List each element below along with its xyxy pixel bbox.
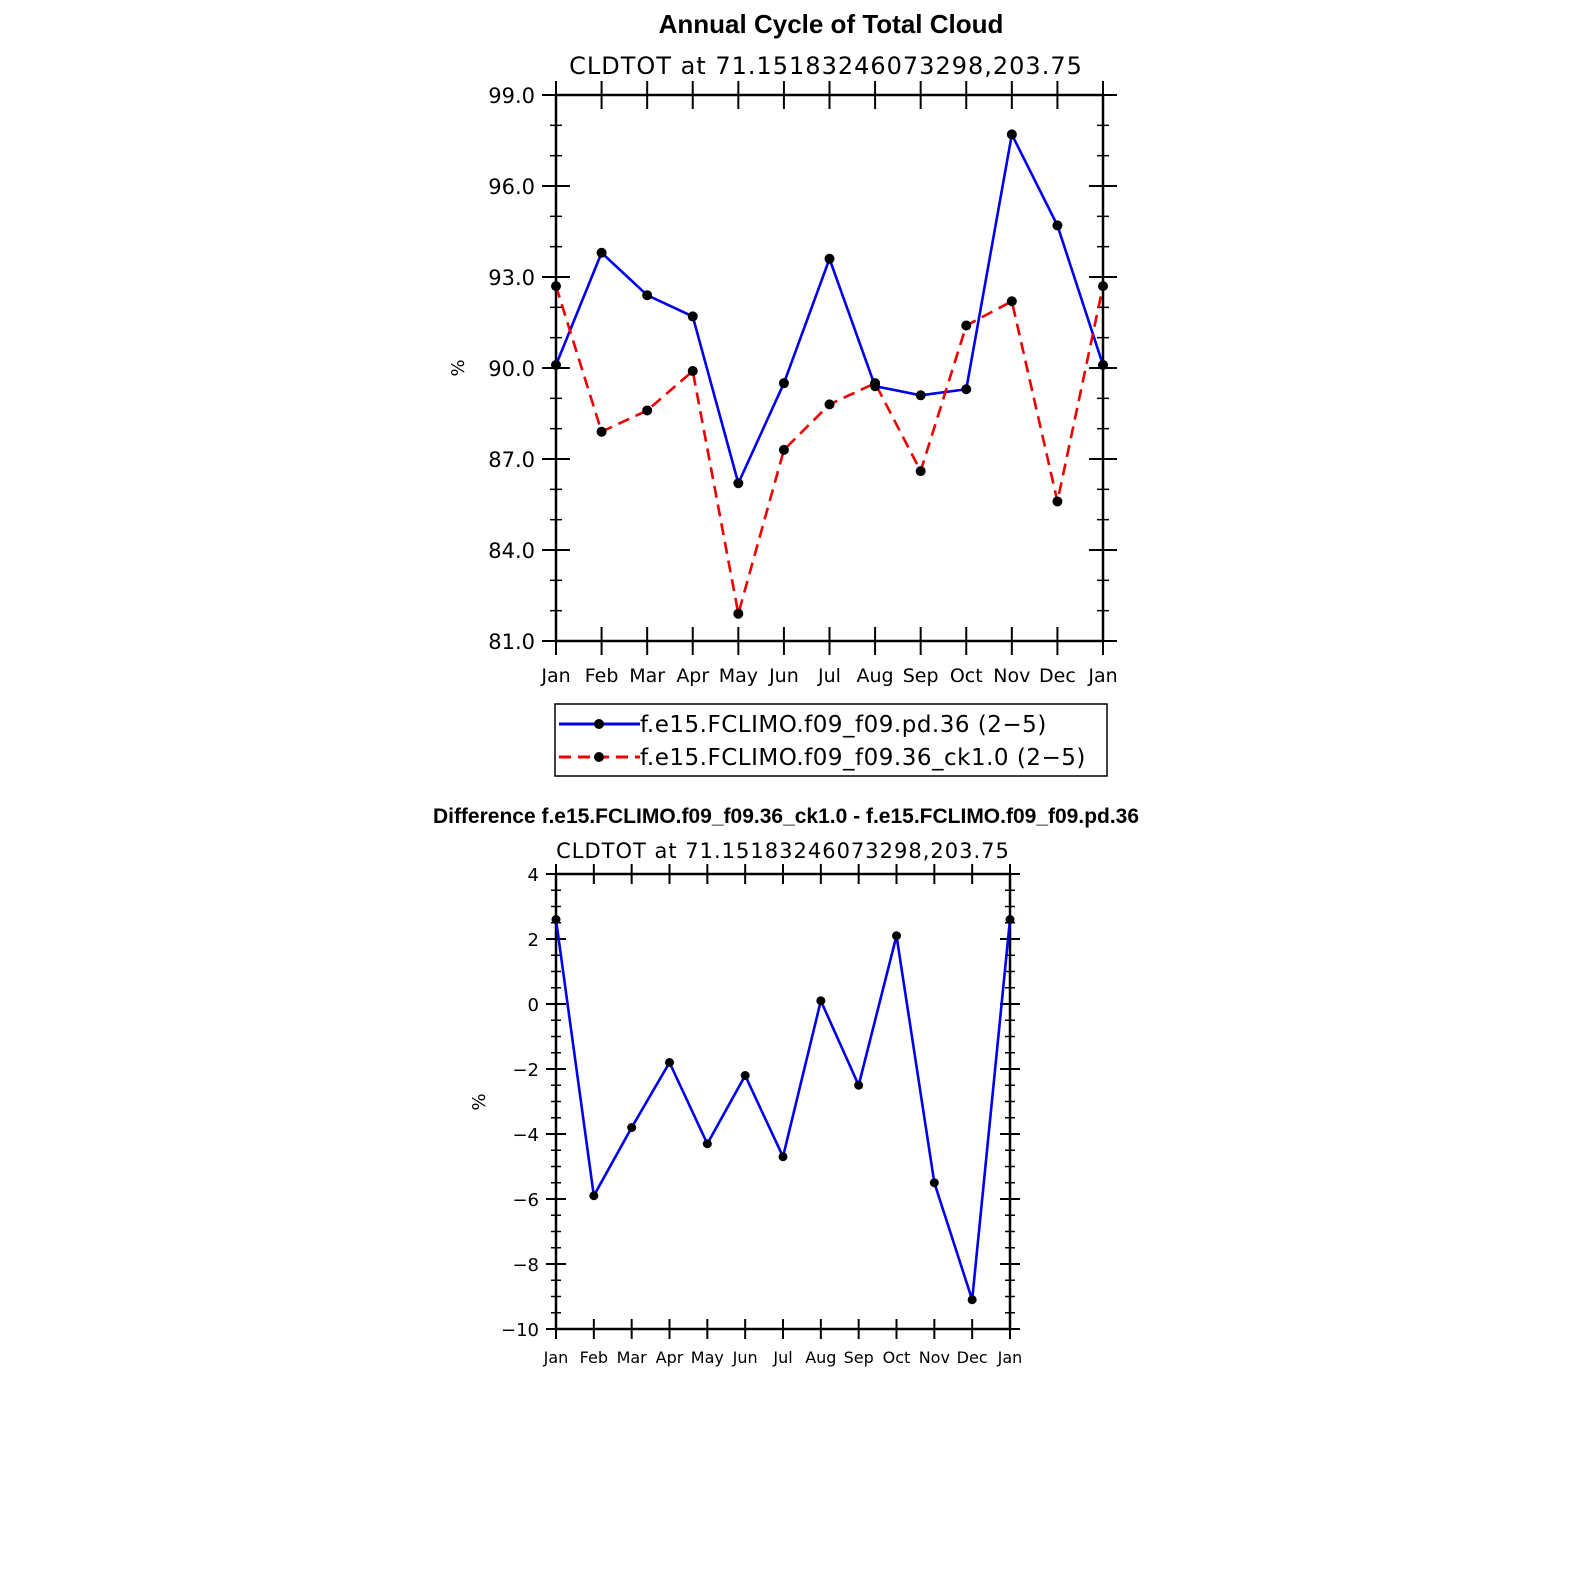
series-1-marker — [589, 1191, 599, 1201]
chart1-plot-frame — [554, 93, 1105, 643]
series-1-marker — [854, 1080, 864, 1090]
x-tick-label: Feb — [580, 1348, 608, 1367]
x-tick-label: May — [719, 665, 758, 687]
chart2-title: Difference f.e15.FCLIMO.f09_f09.36_ck1.0… — [433, 805, 1139, 828]
series-1-marker — [1006, 129, 1017, 140]
x-tick-label: Sep — [844, 1348, 874, 1367]
series-1-marker — [665, 1058, 674, 1067]
x-tick-label: Oct — [950, 665, 983, 687]
x-tick-label: Jul — [817, 665, 841, 687]
series-line-2 — [554, 285, 1105, 616]
series-1-marker — [892, 931, 901, 941]
chart2-y-axis-label: % — [469, 1093, 490, 1110]
y-tick-label: 2 — [528, 930, 539, 951]
series-1-marker — [816, 996, 826, 1006]
series-1-marker — [1098, 359, 1108, 370]
x-tick-label: Nov — [919, 1348, 950, 1367]
series-2-marker — [1052, 496, 1063, 507]
legend-marker-series-1 — [594, 719, 604, 729]
series-1-marker — [596, 247, 607, 258]
series-1-marker — [551, 915, 561, 924]
chart2-subtitle: CLDTOT at 71.15183246073298,203.75 — [556, 839, 1010, 863]
series-2-marker — [642, 405, 653, 416]
x-tick-label: Feb — [585, 665, 619, 687]
chart1-subtitle: CLDTOT at 71.15183246073298,203.75 — [569, 52, 1083, 80]
chart2-plot-frame — [554, 872, 1012, 1331]
y-tick-label: 87.0 — [488, 448, 535, 472]
y-tick-label: 81.0 — [488, 630, 535, 654]
x-tick-label: Jan — [1087, 665, 1117, 687]
series-2-marker — [733, 608, 744, 619]
legend-label-series-2: f.e15.FCLIMO.f09_f09.36_ck1.0 (2−5) — [640, 745, 1086, 771]
series-1-marker — [915, 390, 926, 401]
series-1-marker — [687, 311, 698, 322]
y-tick-label: −10 — [501, 1320, 539, 1341]
x-tick-label: Sep — [903, 665, 939, 687]
series-line-1 — [554, 919, 1012, 1302]
series-1-marker — [967, 1295, 977, 1305]
series-2-marker — [1098, 281, 1108, 292]
series-2-marker — [596, 426, 607, 437]
series-1-marker — [961, 384, 972, 395]
x-tick-label: Jan — [540, 665, 570, 687]
x-tick-label: May — [691, 1348, 724, 1367]
y-tick-label: 0 — [528, 995, 539, 1016]
series-2-marker — [961, 320, 972, 331]
chart1-title: Annual Cycle of Total Cloud — [659, 9, 1004, 39]
x-tick-label: Jun — [768, 665, 799, 687]
y-tick-label: −4 — [512, 1125, 539, 1146]
series-2-marker — [915, 466, 926, 477]
x-tick-label: Jun — [732, 1348, 758, 1367]
y-tick-label: 4 — [528, 865, 539, 886]
series-1-marker — [733, 478, 744, 489]
x-tick-label: Dec — [1039, 665, 1076, 687]
series-1-marker — [642, 290, 653, 301]
series-2-marker — [778, 444, 789, 455]
series-1-marker — [929, 1178, 939, 1188]
x-tick-label: Nov — [993, 665, 1030, 687]
series-2-marker — [1006, 296, 1017, 307]
chart1-y-axis-label: % — [448, 359, 469, 376]
x-tick-label: Aug — [805, 1348, 836, 1367]
series-2-marker — [824, 399, 835, 410]
series-1-marker — [551, 359, 561, 370]
legend-label-series-1: f.e15.FCLIMO.f09_f09.pd.36 (2−5) — [640, 712, 1047, 738]
series-1-marker — [778, 378, 789, 389]
x-tick-label: Jan — [997, 1348, 1023, 1367]
annual-cycle-chart: Annual Cycle of Total Cloud CLDTOT at 71… — [448, 9, 1118, 777]
x-tick-label: Apr — [676, 665, 709, 687]
y-tick-label: 93.0 — [488, 266, 535, 290]
series-2-marker — [870, 378, 881, 389]
series-1-marker — [824, 253, 835, 264]
x-tick-label: Aug — [857, 665, 894, 687]
x-tick-label: Jan — [543, 1348, 569, 1367]
series-1-marker — [702, 1139, 712, 1149]
series-1-marker — [740, 1071, 750, 1080]
x-tick-label: Dec — [957, 1348, 988, 1367]
x-tick-label: Mar — [629, 665, 665, 687]
y-tick-label: −2 — [512, 1060, 539, 1081]
y-tick-label: −6 — [512, 1190, 539, 1211]
x-tick-label: Jul — [772, 1348, 792, 1367]
x-tick-label: Oct — [883, 1348, 911, 1367]
x-tick-label: Apr — [656, 1348, 684, 1367]
y-tick-label: 90.0 — [488, 357, 535, 381]
series-2-marker — [687, 366, 698, 377]
series-line-1 — [554, 133, 1105, 485]
series-1-marker — [627, 1123, 637, 1132]
difference-chart: Difference f.e15.FCLIMO.f09_f09.36_ck1.0… — [433, 805, 1139, 1367]
legend-marker-series-2 — [594, 752, 604, 762]
series-1-marker — [1052, 220, 1063, 231]
y-tick-label: 99.0 — [488, 84, 535, 108]
chart1-legend: f.e15.FCLIMO.f09_f09.pd.36 (2−5) f.e15.F… — [554, 703, 1108, 777]
legend-box — [554, 703, 1108, 777]
series-1-marker — [778, 1152, 788, 1162]
y-tick-label: −8 — [512, 1255, 539, 1276]
x-tick-label: Mar — [617, 1348, 648, 1367]
y-tick-label: 84.0 — [488, 539, 535, 563]
series-2-marker — [551, 281, 561, 292]
y-tick-label: 96.0 — [488, 175, 535, 199]
series-1-marker — [1005, 915, 1015, 924]
